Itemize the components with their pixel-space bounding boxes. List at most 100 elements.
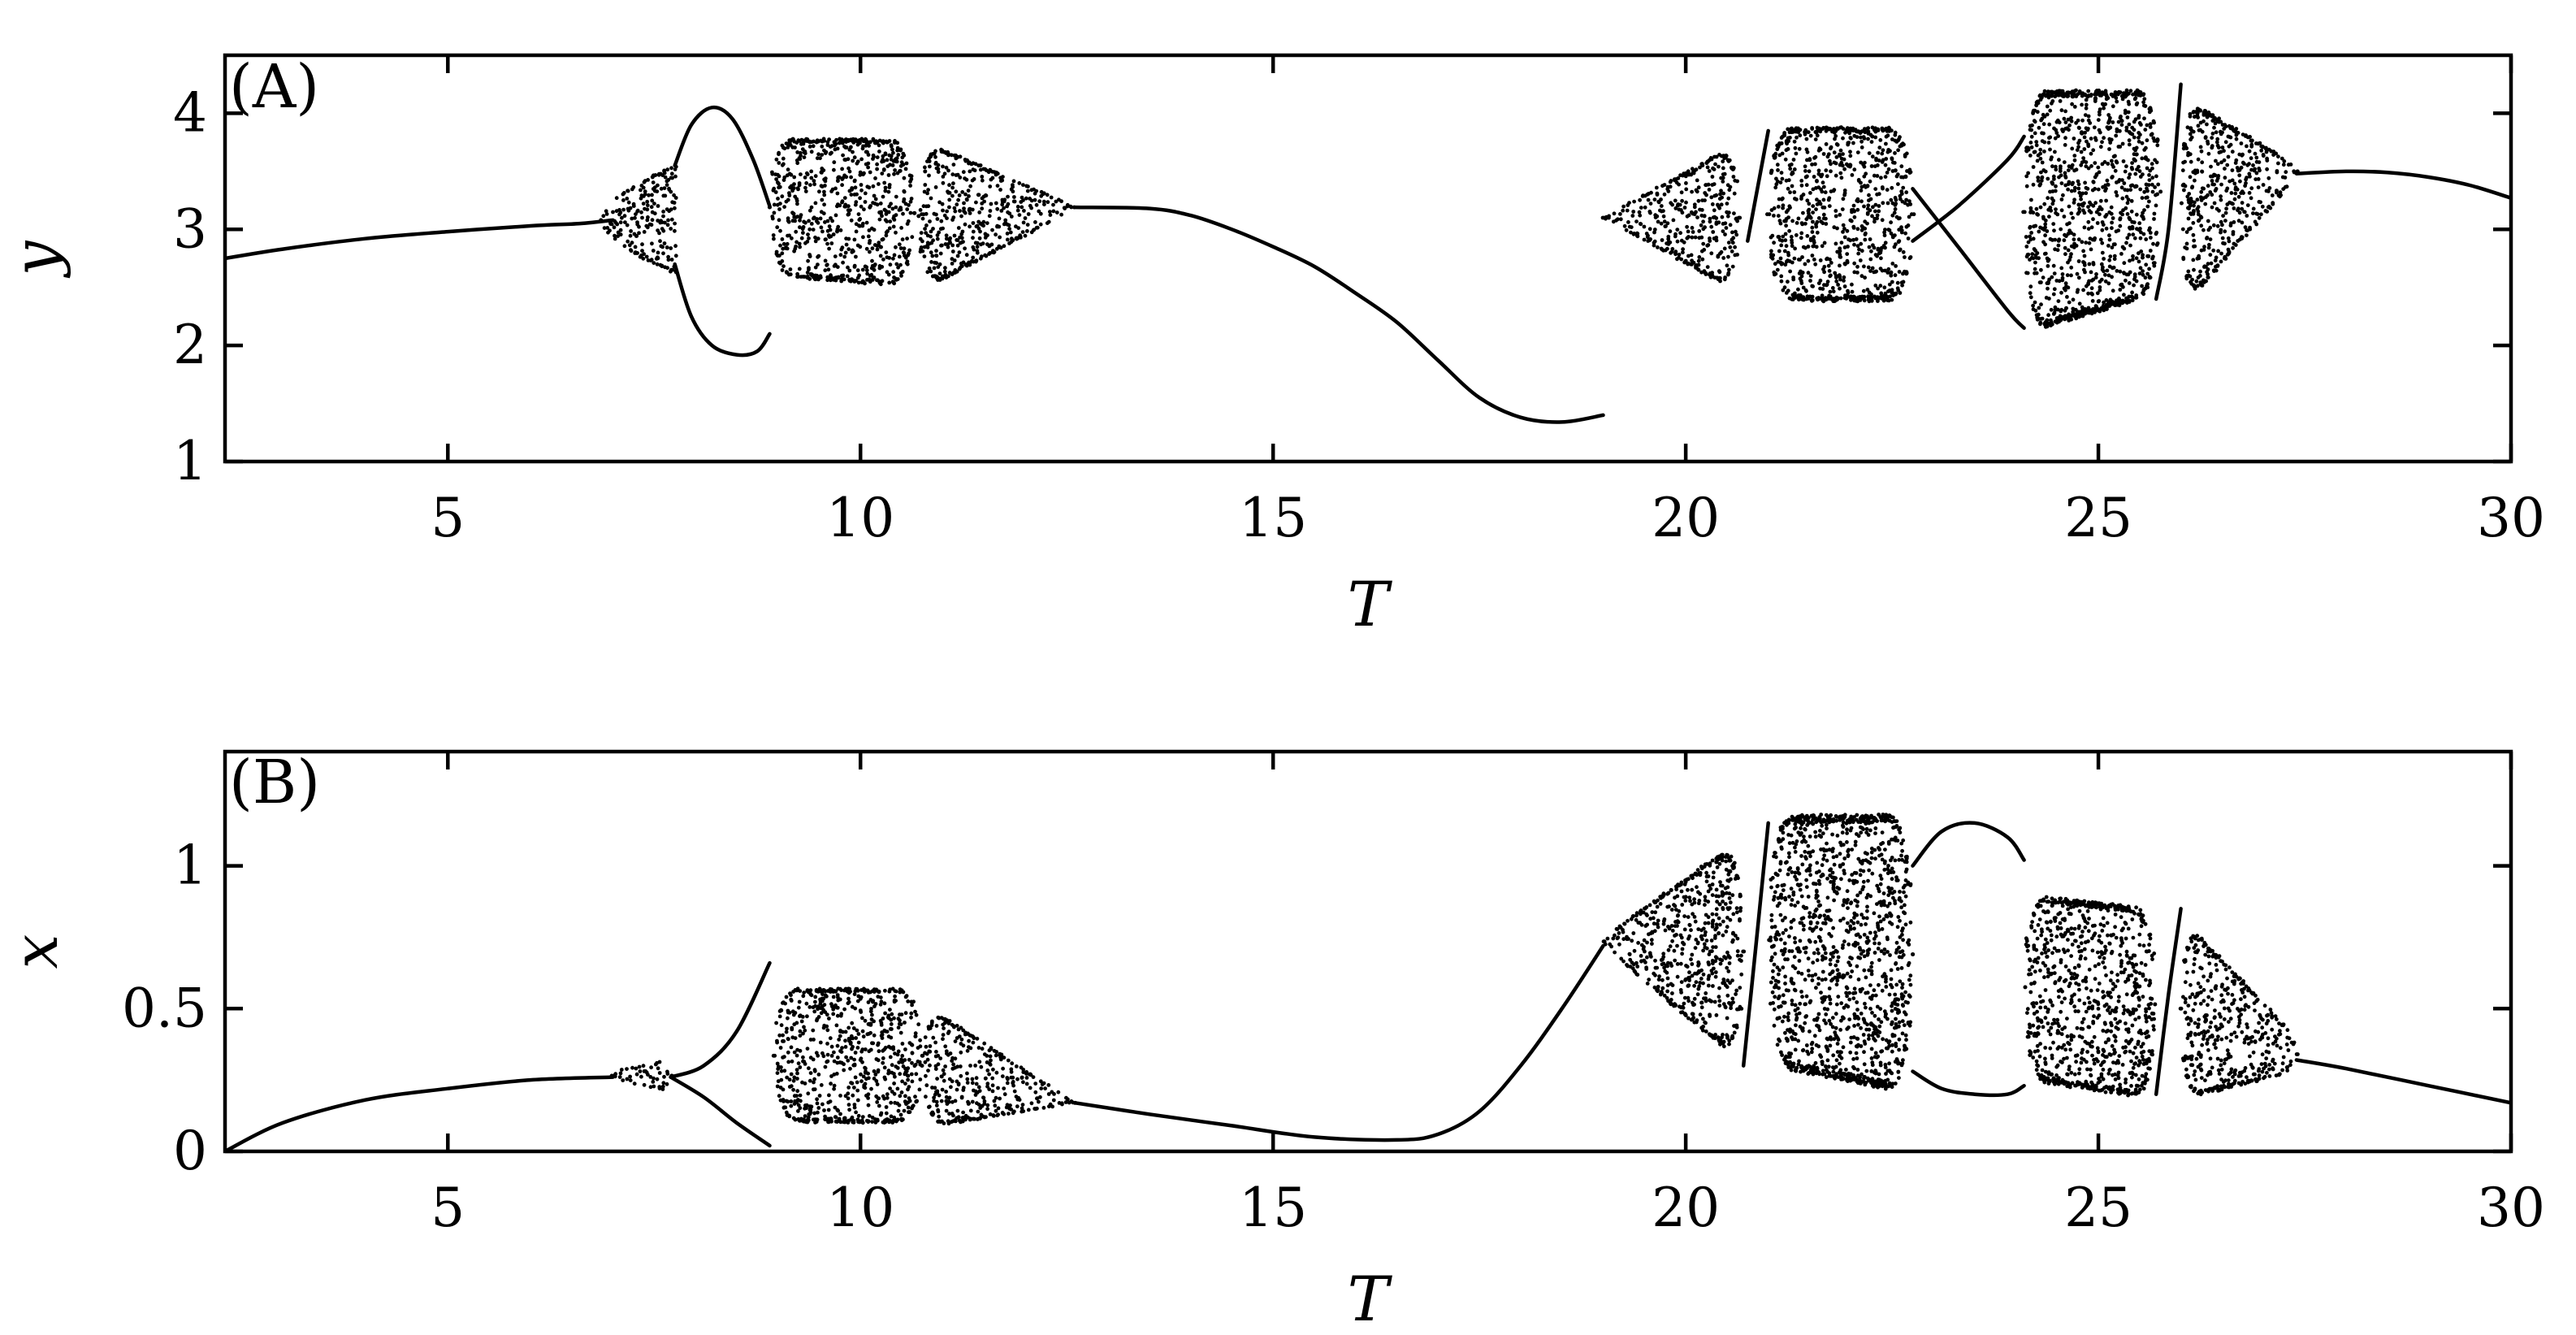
data-point [866,1096,870,1100]
data-point [840,167,844,171]
data-point [1719,176,1724,180]
data-point [2278,194,2282,199]
data-point [2111,104,2115,109]
data-point [794,215,799,219]
data-point [2223,210,2228,215]
data-point [1806,130,1811,135]
data-point [2054,320,2059,325]
data-point [886,210,891,215]
data-point [1629,225,1634,229]
data-point [2063,143,2067,147]
data-point [947,183,951,188]
data-point [777,254,781,258]
data-point [665,245,669,249]
data-point [854,1110,858,1115]
data-point [2127,138,2132,143]
data-point [868,1047,873,1052]
data-point [812,182,816,187]
data-point [1854,237,1859,241]
data-point [2106,120,2111,125]
data-point [1724,154,1729,158]
data-point [2096,91,2101,96]
data-point [1023,216,1028,220]
data-point [1721,229,1725,233]
data-point [2051,174,2056,179]
x-axis-label: T [1348,568,1393,640]
data-point [801,275,805,279]
data-point [1828,294,1833,299]
data-point [2110,245,2115,249]
data-point [1806,258,1811,263]
data-point [971,221,976,225]
data-point [2225,202,2230,206]
data-point [1903,174,1908,179]
data-point [616,234,620,238]
data-point [2199,215,2204,220]
data-point [2134,256,2139,261]
data-point [1834,241,1838,246]
data-point [775,225,780,230]
data-point [2253,167,2258,171]
data-point [1675,239,1680,244]
data-point [871,184,876,189]
data-point [774,177,778,181]
data-point [2095,306,2100,311]
data-point [1024,196,1028,201]
data-point [1658,208,1662,213]
data-point [1673,206,1678,210]
data-point [2066,248,2071,253]
data-point [902,246,907,251]
data-point [839,1050,844,1054]
data-point [2082,135,2087,140]
data-point [872,262,877,267]
data-point [795,150,800,154]
data-point [1879,176,1883,180]
data-point [2242,162,2246,166]
data-point [950,262,955,266]
data-point [794,240,799,245]
data-point [1682,260,1687,265]
data-point [846,236,851,241]
data-point [1725,183,1730,188]
data-point [2102,308,2106,313]
data-point [921,204,926,209]
data-point [1721,166,1725,171]
data-point [1886,267,1891,271]
data-point [1852,167,1857,172]
data-point [776,1079,781,1084]
data-point [878,202,883,206]
data-point [1704,272,1708,276]
data-point [1705,265,1710,269]
data-point [669,166,673,171]
data-point [843,250,848,255]
data-point [1730,264,1735,269]
data-point [621,207,626,212]
data-point [622,214,627,219]
data-point [1735,179,1740,184]
data-point [933,154,937,159]
data-point [2066,187,2071,192]
data-point [812,216,816,221]
data-point [1812,238,1816,243]
data-point [2261,183,2266,187]
data-point [2053,237,2058,242]
data-point [1852,215,1857,219]
data-point [2034,140,2039,145]
data-point [987,214,992,219]
data-point [1848,238,1853,243]
data-point [2135,101,2140,106]
data-point [2214,255,2219,260]
data-point [1726,241,1731,245]
data-point [2219,219,2223,224]
data-point [2195,256,2200,261]
data-point [2264,145,2268,150]
data-point [2266,205,2271,210]
data-point [608,228,612,233]
data-point [2091,148,2096,153]
data-point [923,183,928,187]
data-point [2195,284,2200,288]
data-point [1685,224,1690,229]
data-point [851,249,855,254]
data-point [1829,261,1834,265]
data-point [1679,190,1684,195]
